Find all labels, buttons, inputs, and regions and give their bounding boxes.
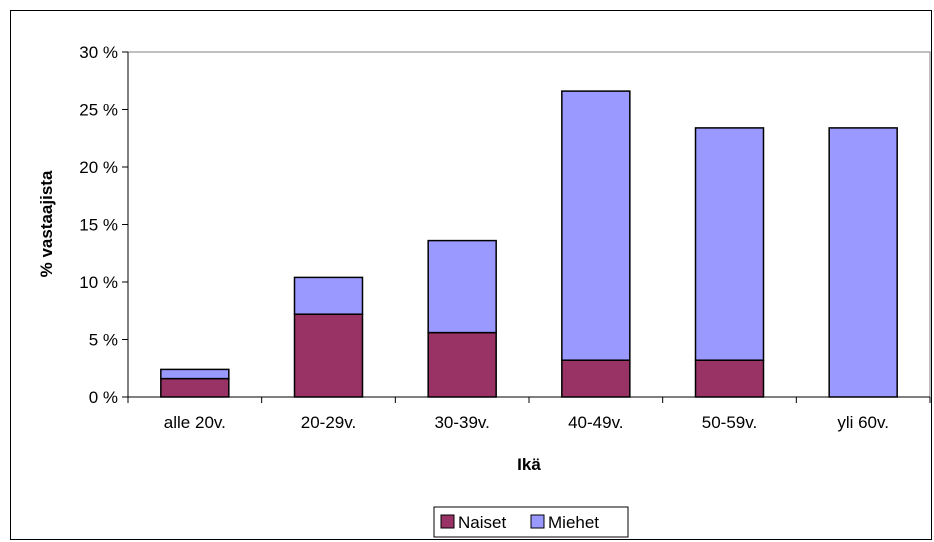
bar-miehet-1 bbox=[293, 276, 364, 315]
x-tick-label: alle 20v. bbox=[164, 413, 226, 432]
y-tick-label: 5 % bbox=[89, 331, 118, 350]
bar-miehet-3 bbox=[561, 90, 631, 361]
x-tick-label: yli 60v. bbox=[837, 413, 889, 432]
plot-area bbox=[127, 51, 931, 398]
y-tick-label: 10 % bbox=[79, 273, 118, 292]
y-tick-label: 0 % bbox=[89, 388, 118, 407]
bars-group bbox=[160, 90, 898, 398]
bar-naiset-1 bbox=[293, 313, 364, 398]
bar-naiset-4 bbox=[694, 359, 765, 398]
y-axis: 0 % 5 % 10 % 15 % 20 % 25 % 30 % bbox=[79, 43, 129, 407]
legend-label-naiset: Naiset bbox=[458, 513, 506, 532]
bar-naiset-3 bbox=[561, 359, 631, 398]
y-tick-label: 15 % bbox=[79, 216, 118, 235]
x-tick-label: 20-29v. bbox=[301, 413, 356, 432]
bar-miehet-5 bbox=[828, 127, 898, 398]
legend-swatch-naiset bbox=[440, 514, 455, 529]
x-tick-label: 40-49v. bbox=[568, 413, 623, 432]
y-tick-label: 25 % bbox=[79, 101, 118, 120]
bar-miehet-4 bbox=[694, 127, 765, 361]
y-tick-label: 30 % bbox=[79, 43, 118, 62]
bar-naiset-2 bbox=[427, 331, 497, 398]
legend-swatch-miehet bbox=[530, 514, 545, 529]
y-tick-label: 20 % bbox=[79, 158, 118, 177]
bar-miehet-2 bbox=[427, 239, 497, 334]
bar-naiset-0 bbox=[160, 377, 230, 398]
x-tick-label: 30-39v. bbox=[434, 413, 489, 432]
x-axis: alle 20v. 20-29v. 30-39v. 40-49v. 50-59v. yli… bbox=[127, 396, 931, 432]
x-tick-label: 50-59v. bbox=[702, 413, 757, 432]
y-axis-title: % vastaajista bbox=[37, 170, 56, 277]
x-axis-title: Ikä bbox=[517, 455, 541, 474]
legend-label-miehet: Miehet bbox=[548, 513, 599, 532]
legend: Naiset Miehet bbox=[433, 506, 629, 538]
bar-miehet-0 bbox=[160, 368, 230, 380]
